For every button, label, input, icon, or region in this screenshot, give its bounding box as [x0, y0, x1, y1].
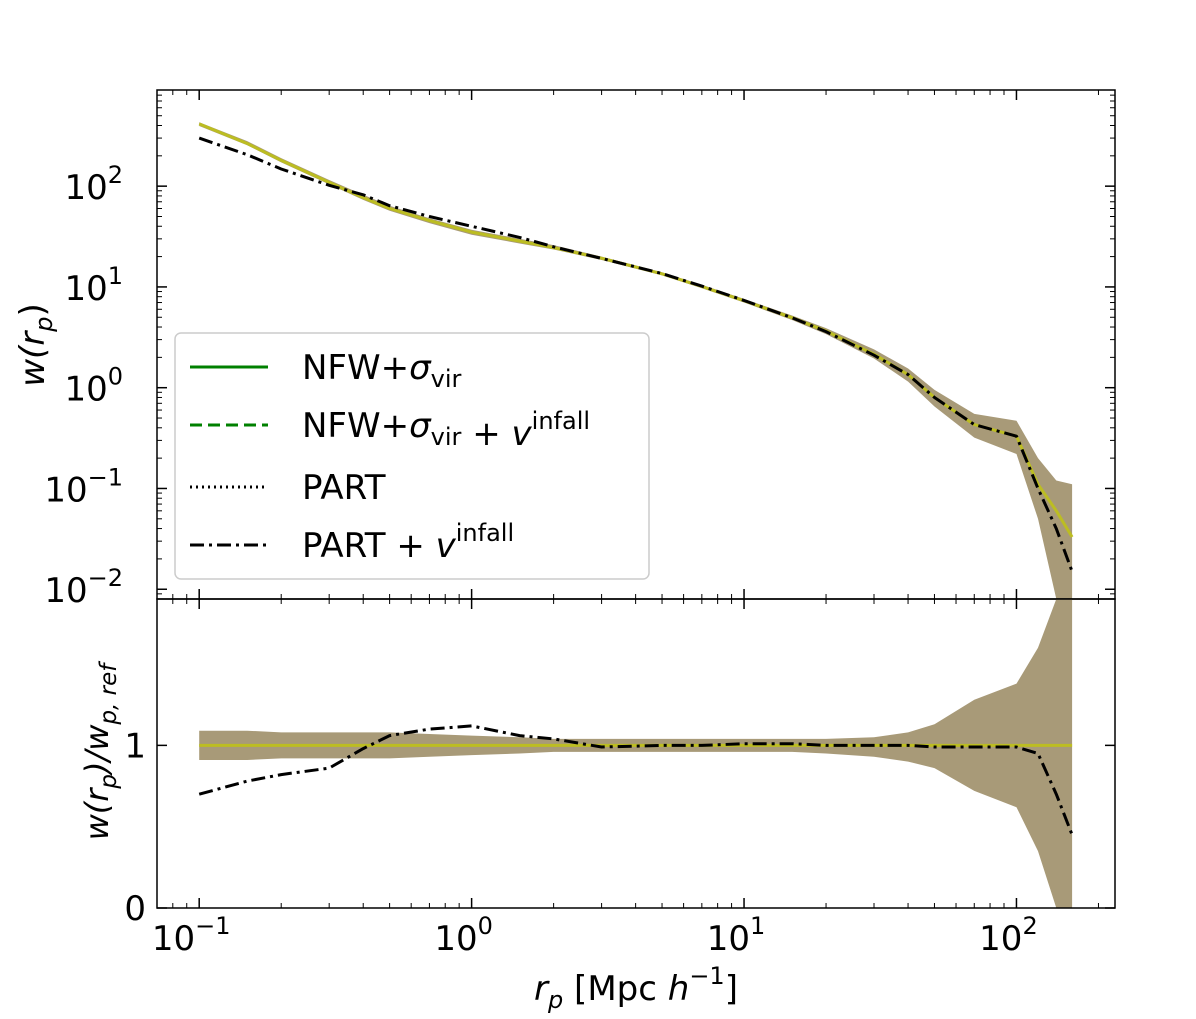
top-y-tick-label-base: 10 [44, 571, 87, 611]
top-y-tick-label-base: 10 [64, 269, 107, 309]
legend-label-v: v [436, 526, 457, 566]
top-series-dashdot-line [198, 136, 1074, 573]
bottom-error-band [199, 599, 1073, 908]
top-y-axis-label-base: w(r [13, 330, 53, 387]
bottom-y-tick-label: 1 [124, 726, 146, 766]
top-y-tick-label-exp: −2 [88, 564, 123, 592]
x-axis-label-sub: p [547, 986, 563, 1014]
legend-label: PART + vinfall [302, 519, 514, 566]
x-axis-label-base: r [534, 969, 550, 1009]
x-tick-label-exp: −1 [195, 912, 230, 940]
top-y-axis-label: w(rp) [13, 303, 58, 387]
legend-label: NFW+σvir [302, 348, 462, 393]
legend-label-sup: infall [456, 519, 514, 547]
x-axis-label-h: h [668, 969, 690, 1009]
legend-label-text: NFW+ [302, 406, 409, 446]
x-tick-label: 102 [979, 912, 1038, 959]
legend-label-sup: infall [532, 407, 590, 435]
legend-label-sub: vir [431, 365, 462, 393]
x-axis-label-close: ] [725, 969, 738, 1009]
legend-label-symbol: σ [409, 348, 432, 388]
bottom-panel [156, 598, 1116, 909]
top-y-tick-label: 101 [64, 262, 123, 309]
x-tick-label-base: 10 [979, 919, 1022, 959]
legend-label-text: PART [302, 468, 386, 508]
top-y-tick-label-exp: −1 [88, 463, 123, 491]
x-tick-label-exp: 0 [478, 912, 493, 940]
legend-box [174, 332, 650, 580]
x-tick-label-base: 10 [434, 919, 477, 959]
x-tick-label: 100 [434, 912, 493, 959]
legend-label: PART [302, 468, 386, 508]
top-y-tick-label-exp: 0 [108, 363, 123, 391]
legend-label-v: v [512, 414, 533, 454]
legend-label-suffix: + [386, 526, 436, 566]
bottom-series-dashdot-line [198, 724, 1074, 836]
bottom-plot-area [198, 599, 1074, 908]
top-plot-area [198, 122, 1074, 599]
legend-label-symbol: σ [409, 406, 432, 446]
top-y-tick-label-base: 10 [64, 168, 107, 208]
top-y-tick-label: 10−2 [44, 564, 123, 611]
top-y-tick-label: 100 [64, 363, 123, 410]
top-y-tick-label-base: 10 [44, 470, 87, 510]
top-y-tick-label: 102 [64, 161, 123, 208]
x-axis-label-exp: −1 [689, 962, 724, 990]
bottom-y-tick-label: 0 [124, 889, 146, 929]
legend-label-sub: vir [431, 423, 462, 451]
x-tick-label-exp: 2 [1022, 912, 1037, 940]
legend-label: NFW+σvir + vinfall [302, 406, 590, 454]
x-tick-label: 101 [707, 912, 766, 959]
legend-label-text: PART [302, 526, 386, 566]
top-y-tick-label-base: 10 [64, 370, 107, 410]
x-axis-label: rp [Mpc h−1] [534, 962, 738, 1014]
x-tick-label: 10−1 [152, 912, 231, 959]
top-y-ticks [157, 94, 1115, 595]
top-y-axis-label-close: ) [13, 303, 53, 316]
bottom-y-axis-label-base: w(r [78, 787, 116, 841]
bottom-y-axis-label-sub1: p [96, 774, 122, 790]
top-y-axis-label-sub: p [30, 316, 58, 332]
bottom-y-axis-label-mid: )/w [78, 724, 116, 776]
legend-label-text: NFW+ [302, 348, 409, 388]
top-y-tick-label-exp: 1 [108, 262, 123, 290]
x-tick-label-exp: 1 [750, 912, 765, 940]
legend-label-suffix: + [461, 414, 511, 454]
top-y-tick-label: 10−1 [44, 463, 123, 510]
bottom-y-axis-label-sub2: p, ref [96, 661, 122, 726]
top-y-tick-label-exp: 2 [108, 161, 123, 189]
bottom-y-axis-label: w(rp)/wp, ref [78, 661, 122, 841]
x-tick-label-base: 10 [152, 919, 195, 959]
x-axis-label-text: [Mpc [563, 969, 668, 1009]
x-ticks [172, 90, 1099, 908]
x-tick-label-base: 10 [707, 919, 750, 959]
